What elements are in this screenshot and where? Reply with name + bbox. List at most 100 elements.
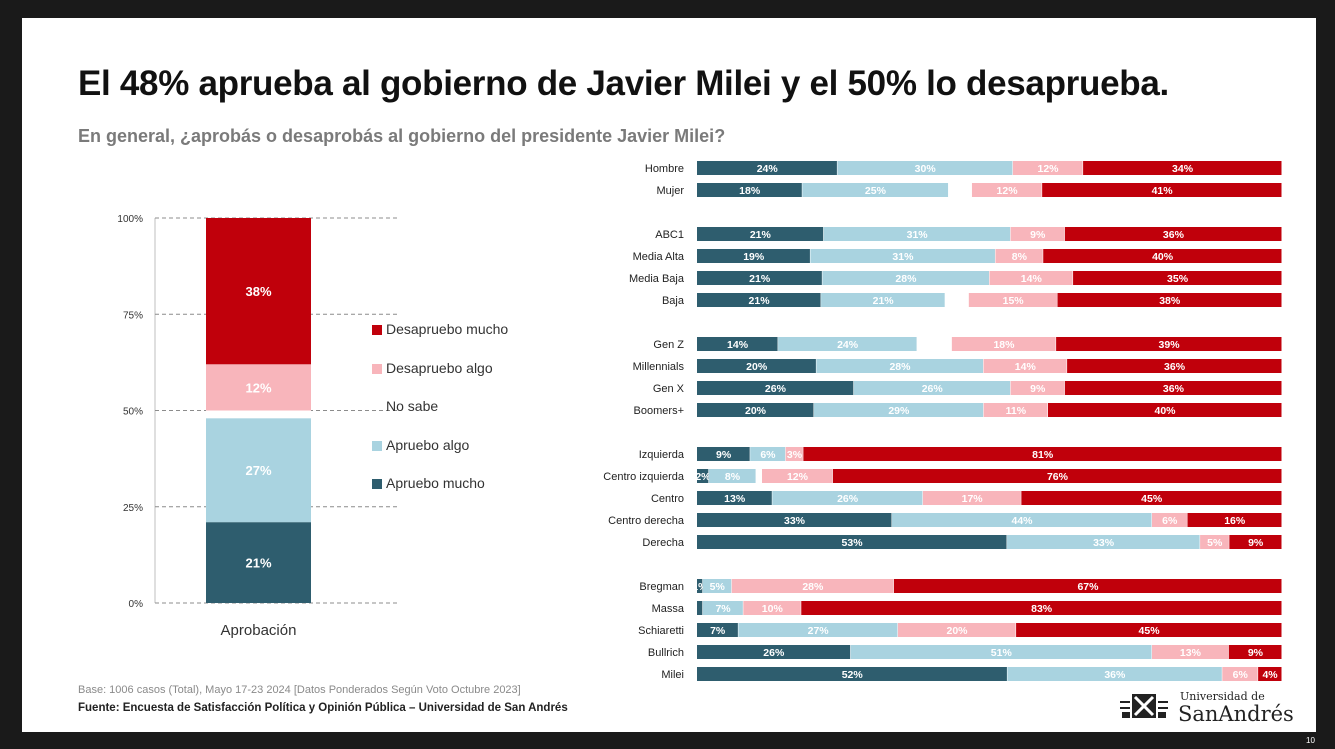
bar-data-label: 34%: [1172, 163, 1194, 175]
bar-segment-apruebo-mucho: [697, 337, 778, 351]
bar-data-label: 39%: [1159, 339, 1181, 351]
bar-data-label: 14%: [1015, 361, 1037, 373]
bar-segment-apruebo-mucho: [697, 183, 802, 197]
bar-data-label: 67%: [1077, 581, 1099, 593]
bar-segment-apruebo-algo: [738, 623, 898, 637]
bar-data-label: 40%: [1154, 405, 1176, 417]
bar-segment-apruebo-mucho: [697, 601, 703, 615]
bar-segment-desapruebo-algo: [1012, 161, 1083, 175]
bar-segment-desapruebo-mucho: [1258, 667, 1282, 681]
bar-data-label: 21%: [750, 229, 772, 241]
bar-data-label: 81%: [1032, 449, 1054, 461]
bar-segment-apruebo-algo: [1007, 667, 1222, 681]
bar-data-label: 14%: [727, 339, 749, 351]
bar-segment-apruebo-mucho: [697, 359, 816, 373]
y-tick-label: 75%: [123, 310, 143, 321]
bar-segment-desapruebo-mucho: [1229, 535, 1282, 549]
bar-data-label: 21%: [873, 295, 895, 307]
bar-data-label: 5%: [710, 581, 726, 593]
bar-segment-apruebo-algo: [816, 359, 984, 373]
bar-segment-apruebo-algo: [802, 183, 949, 197]
bar-data-label: 36%: [1164, 361, 1186, 373]
data-label: 27%: [245, 463, 271, 478]
y-tick-label: 100%: [117, 214, 143, 225]
bar-segment-desapruebo-mucho: [1021, 491, 1282, 505]
bar-segment-desapruebo-mucho: [206, 218, 311, 365]
bar-data-label: 9%: [716, 449, 732, 461]
bar-segment-desapruebo-algo: [206, 364, 311, 411]
bar-segment-desapruebo-algo: [971, 183, 1042, 197]
bar-data-label: 2%: [695, 471, 711, 483]
bar-segment-apruebo-algo: [206, 418, 311, 523]
bar-segment-apruebo-mucho: [697, 645, 851, 659]
bar-data-label: 6%: [1233, 669, 1249, 681]
bar-segment-desapruebo-mucho: [1228, 645, 1282, 659]
bar-data-label: 26%: [922, 383, 944, 395]
y-tick-label: 0%: [129, 599, 144, 610]
row-label: Baja: [662, 295, 685, 307]
bar-segment-apruebo-mucho: [697, 667, 1007, 681]
legend-label: Apruebo mucho: [386, 475, 485, 491]
row-label: Milei: [661, 669, 684, 681]
bar-segment-desapruebo-mucho: [1056, 337, 1282, 351]
bar-segment-desapruebo-mucho: [832, 469, 1282, 483]
legend-label: No sabe: [386, 398, 438, 414]
bar-segment-apruebo-algo: [702, 601, 743, 615]
segment-stacked-bar-chart: Hombre 24% 30% 12% 34% Mujer 18% 25% 12% 41% ABC1 2…: [603, 161, 1282, 681]
university-logo: Universidad de SanAndrés: [1118, 688, 1308, 728]
bar-data-label: 44%: [1011, 515, 1033, 527]
bar-data-label: 18%: [739, 185, 761, 197]
bar-data-label: 13%: [724, 493, 746, 505]
bar-data-label: 28%: [889, 361, 911, 373]
bar-data-label: 19%: [743, 251, 765, 263]
legend-label: Apruebo algo: [386, 437, 470, 453]
bar-data-label: 33%: [784, 515, 806, 527]
y-tick-label: 50%: [123, 407, 143, 418]
bar-segment-desapruebo-mucho: [1067, 359, 1282, 373]
bar-segment-apruebo-mucho: [697, 293, 821, 307]
legend-swatch: [372, 441, 382, 451]
bar-segment-apruebo-mucho: [697, 513, 892, 527]
bar-segment-apruebo-algo: [822, 271, 989, 285]
bar-segment-apruebo-algo: [750, 447, 786, 461]
bar-data-label: 17%: [962, 493, 984, 505]
row-label: Gen Z: [653, 339, 684, 351]
bar-segment-desapruebo-mucho: [1048, 403, 1282, 417]
slide-title: El 48% aprueba al gobierno de Javier Mil…: [78, 64, 1169, 103]
bar-data-label: 51%: [991, 647, 1013, 659]
bar-segment-desapruebo-algo: [968, 293, 1057, 307]
bar-data-label: 40%: [1152, 251, 1174, 263]
row-label: Centro: [651, 493, 684, 505]
bar-data-label: 45%: [1141, 493, 1163, 505]
bar-data-label: 15%: [1003, 295, 1025, 307]
bar-segment-apruebo-mucho: [697, 491, 772, 505]
row-label: Massa: [652, 603, 685, 615]
row-label: Mujer: [656, 185, 684, 197]
bar-data-label: 8%: [725, 471, 741, 483]
bar-segment-desapruebo-mucho: [1083, 161, 1282, 175]
bar-segment-apruebo-algo: [853, 381, 1011, 395]
slide: El 48% aprueba al gobierno de Javier Mil…: [22, 18, 1316, 732]
page-number: 10: [1306, 736, 1315, 745]
bar-data-label: 4%: [1262, 669, 1278, 681]
bar-data-label: 7%: [710, 625, 726, 637]
bar-segment-desapruebo-mucho: [1043, 249, 1282, 263]
bar-data-label: 5%: [1207, 537, 1223, 549]
bar-data-label: 27%: [808, 625, 830, 637]
bar-data-label: 76%: [1047, 471, 1069, 483]
bar-segment-apruebo-algo: [1007, 535, 1200, 549]
bar-data-label: 26%: [763, 647, 785, 659]
bar-segment-apruebo-mucho: [697, 579, 703, 593]
bar-data-label: 16%: [1224, 515, 1246, 527]
bar-data-label: 30%: [915, 163, 937, 175]
legend-label: Desapruebo algo: [386, 360, 493, 376]
bar-segment-desapruebo-algo: [1152, 513, 1187, 527]
slide-subtitle: En general, ¿aprobás o desaprobás al gob…: [78, 126, 726, 146]
legend-label: Desapruebo mucho: [386, 321, 508, 337]
bar-data-label: 29%: [888, 405, 910, 417]
bar-segment-apruebo-mucho: [697, 447, 750, 461]
bar-segment-desapruebo-algo: [1152, 645, 1229, 659]
bar-data-label: 6%: [760, 449, 776, 461]
bar-segment-apruebo-mucho: [697, 271, 822, 285]
bar-segment-desapruebo-algo: [989, 271, 1073, 285]
